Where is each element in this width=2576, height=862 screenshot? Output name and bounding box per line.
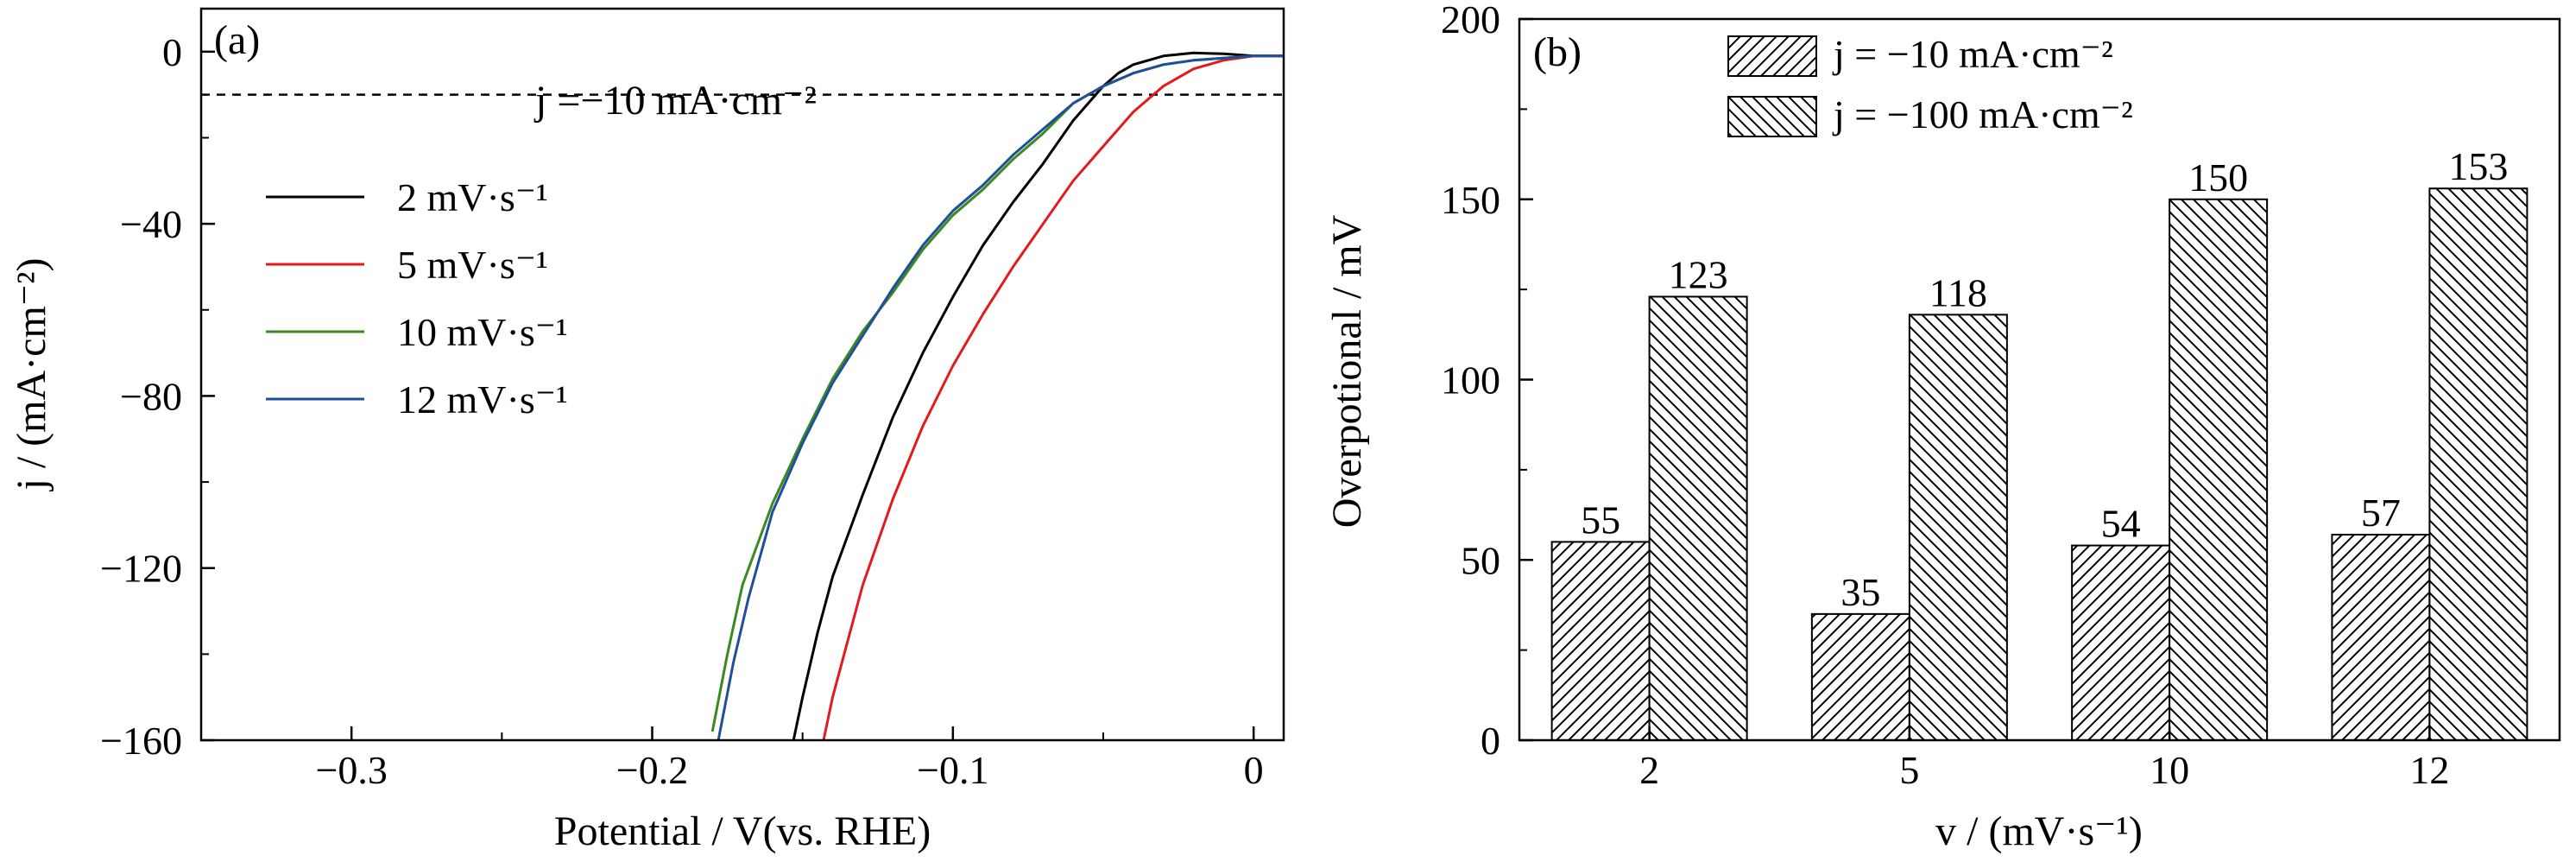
bar-value-label: 54 xyxy=(2101,502,2141,546)
bar-5-series-0 xyxy=(1810,612,1910,741)
bar-value-label: 150 xyxy=(2188,155,2248,200)
y-tick-label: 0 xyxy=(1481,719,1500,763)
panel-b-y-axis-title: Overpotional / mV xyxy=(1324,214,1370,528)
panel-b-tick-labels: 2 5 10 12 0 50 100 150 200 xyxy=(1441,0,2449,792)
x-tick-label: −0.3 xyxy=(315,748,387,792)
y-tick-label: 100 xyxy=(1441,358,1500,402)
panel-b-tag: (b) xyxy=(1533,29,1582,75)
bar-5-series-1 xyxy=(1908,314,2008,741)
bar-12-series-1 xyxy=(2428,187,2529,742)
legend-label-10mvs: 10 mV·s⁻¹ xyxy=(397,310,568,354)
x-tick-label: −0.1 xyxy=(917,748,988,792)
panel-a-tick-labels: −0.3 −0.2 −0.1 0 0 −40 −80 −120 −160 xyxy=(100,30,1264,792)
y-tick-label: 150 xyxy=(1441,178,1500,222)
panel-b-bar-labels: 55 123 35 118 54 150 57 153 xyxy=(1581,144,2508,614)
bar-10-series-1 xyxy=(2169,198,2269,741)
legend-label-5mvs: 5 mV·s⁻¹ xyxy=(397,243,548,287)
legend-label-2mvs: 2 mV·s⁻¹ xyxy=(397,175,548,219)
x-tick-label: 2 xyxy=(1639,748,1659,792)
panel-b-ticks xyxy=(1519,17,2431,742)
panel-a-tag: (a) xyxy=(214,17,260,63)
x-tick-label: 5 xyxy=(1899,748,1919,792)
panel-a-y-axis-title: j / (mA·cm⁻²) xyxy=(9,258,54,492)
panel-a-legend: 2 mV·s⁻¹ 5 mV·s⁻¹ 10 mV·s⁻¹ 12 mV·s⁻¹ xyxy=(266,175,568,421)
bar-value-label: 123 xyxy=(1669,252,1728,296)
bar-value-label: 118 xyxy=(1929,270,1987,314)
y-tick-label: −160 xyxy=(100,719,182,763)
series-line-1 xyxy=(822,54,1284,741)
legend-swatch-j100 xyxy=(1727,96,1817,137)
panel-a-series-lines xyxy=(710,51,1284,741)
x-tick-label: −0.2 xyxy=(616,748,688,792)
bar-value-label: 35 xyxy=(1840,570,1880,614)
x-tick-label: 0 xyxy=(1244,748,1264,792)
y-tick-label: −120 xyxy=(100,547,182,591)
panel-b-legend: j = −10 mA·cm⁻² j = −100 mA·cm⁻² xyxy=(1727,32,2133,137)
y-tick-label: 50 xyxy=(1461,538,1500,582)
bar-2-series-0 xyxy=(1550,541,1651,741)
series-line-3 xyxy=(717,54,1284,741)
legend-label-j100: j = −100 mA·cm⁻² xyxy=(1832,92,2133,136)
y-tick-label: −40 xyxy=(120,202,182,246)
y-tick-label: 0 xyxy=(162,30,182,74)
legend-label-12mvs: 12 mV·s⁻¹ xyxy=(397,377,568,421)
panel-b-x-axis-title: v / (mV·s⁻¹) xyxy=(1935,808,2143,854)
y-tick-label: −80 xyxy=(120,374,182,418)
chart-panel-a: −0.3 −0.2 −0.1 0 0 −40 −80 −120 −160 (a) j =−10 … xyxy=(9,7,1285,854)
legend-swatch-j10 xyxy=(1727,35,1817,77)
x-tick-label: 12 xyxy=(2409,748,2449,792)
bar-10-series-0 xyxy=(2071,544,2171,741)
bar-12-series-0 xyxy=(2331,534,2431,742)
panel-a-x-axis-title: Potential / V(vs. RHE) xyxy=(554,808,931,854)
bar-value-label: 153 xyxy=(2448,144,2508,188)
legend-label-j10: j = −10 mA·cm⁻² xyxy=(1832,32,2113,76)
series-line-2 xyxy=(710,54,1284,732)
bar-2-series-1 xyxy=(1648,295,1748,742)
x-tick-label: 10 xyxy=(2150,748,2189,792)
panel-b-bars xyxy=(1550,187,2529,742)
panel-a-ticks xyxy=(200,50,1255,742)
series-line-0 xyxy=(792,51,1284,741)
panel-a-plot-frame xyxy=(199,7,1285,742)
reference-line-label: j =−10 mA·cm⁻² xyxy=(534,78,817,124)
y-tick-label: 200 xyxy=(1441,0,1500,41)
bar-value-label: 57 xyxy=(2361,491,2401,535)
bar-value-label: 55 xyxy=(1581,498,1620,542)
